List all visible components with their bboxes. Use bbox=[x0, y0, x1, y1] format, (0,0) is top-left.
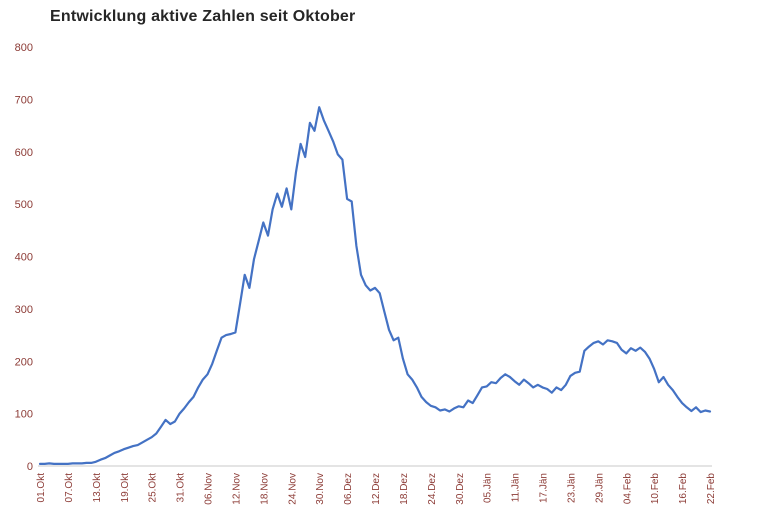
x-axis-tick-label: 18.Dez bbox=[399, 473, 410, 505]
y-axis-tick-label: 0 bbox=[27, 461, 33, 473]
y-axis-tick-label: 100 bbox=[15, 409, 33, 421]
x-axis-tick-label: 06.Dez bbox=[343, 473, 354, 505]
x-axis-tick-label: 13.Okt bbox=[92, 473, 103, 503]
y-axis-tick-label: 800 bbox=[15, 42, 33, 54]
x-axis-tick-label: 19.Okt bbox=[120, 473, 131, 503]
x-axis-tick-label: 30.Nov bbox=[315, 473, 326, 505]
y-axis-tick-label: 600 bbox=[15, 147, 33, 159]
x-axis-tick-label: 17.Jän bbox=[539, 473, 550, 503]
y-axis-tick-label: 500 bbox=[15, 199, 33, 211]
data-series-line bbox=[38, 106, 712, 465]
x-axis-tick-label: 31.Okt bbox=[176, 473, 187, 503]
y-axis-tick-label: 400 bbox=[15, 252, 33, 264]
chart-title: Entwicklung aktive Zahlen seit Oktober bbox=[50, 8, 356, 25]
x-axis-tick-label: 12.Nov bbox=[231, 473, 242, 505]
x-axis-tick-label: 30.Dez bbox=[455, 473, 466, 505]
x-axis-tick-label: 06.Nov bbox=[204, 473, 215, 505]
x-axis-tick-label: 25.Okt bbox=[148, 473, 159, 503]
y-axis-tick-label: 300 bbox=[15, 304, 33, 316]
x-axis-tick-label: 07.Okt bbox=[64, 473, 75, 503]
x-axis-tick-label: 10.Feb bbox=[650, 473, 661, 505]
x-axis-tick-label: 11.Jän bbox=[511, 473, 522, 502]
x-axis-tick-label: 16.Feb bbox=[678, 473, 689, 505]
x-axis-tick-label: 22.Feb bbox=[706, 473, 717, 505]
y-axis-tick-label: 700 bbox=[15, 94, 33, 106]
x-axis-tick-label: 24.Nov bbox=[287, 473, 298, 505]
x-axis-tick-label: 23.Jän bbox=[566, 473, 577, 503]
x-axis-tick-label: 24.Dez bbox=[427, 473, 438, 505]
x-axis-tick-label: 29.Jän bbox=[594, 473, 605, 503]
x-axis-tick-label: 05.Jän bbox=[483, 473, 494, 503]
y-axis-tick-label: 200 bbox=[15, 356, 33, 368]
x-axis-tick-label: 18.Nov bbox=[259, 473, 270, 505]
x-axis-tick-label: 12.Dez bbox=[371, 473, 382, 505]
x-axis-tick-label: 04.Feb bbox=[622, 473, 633, 505]
x-axis-tick-label: 01.Okt bbox=[36, 473, 47, 503]
